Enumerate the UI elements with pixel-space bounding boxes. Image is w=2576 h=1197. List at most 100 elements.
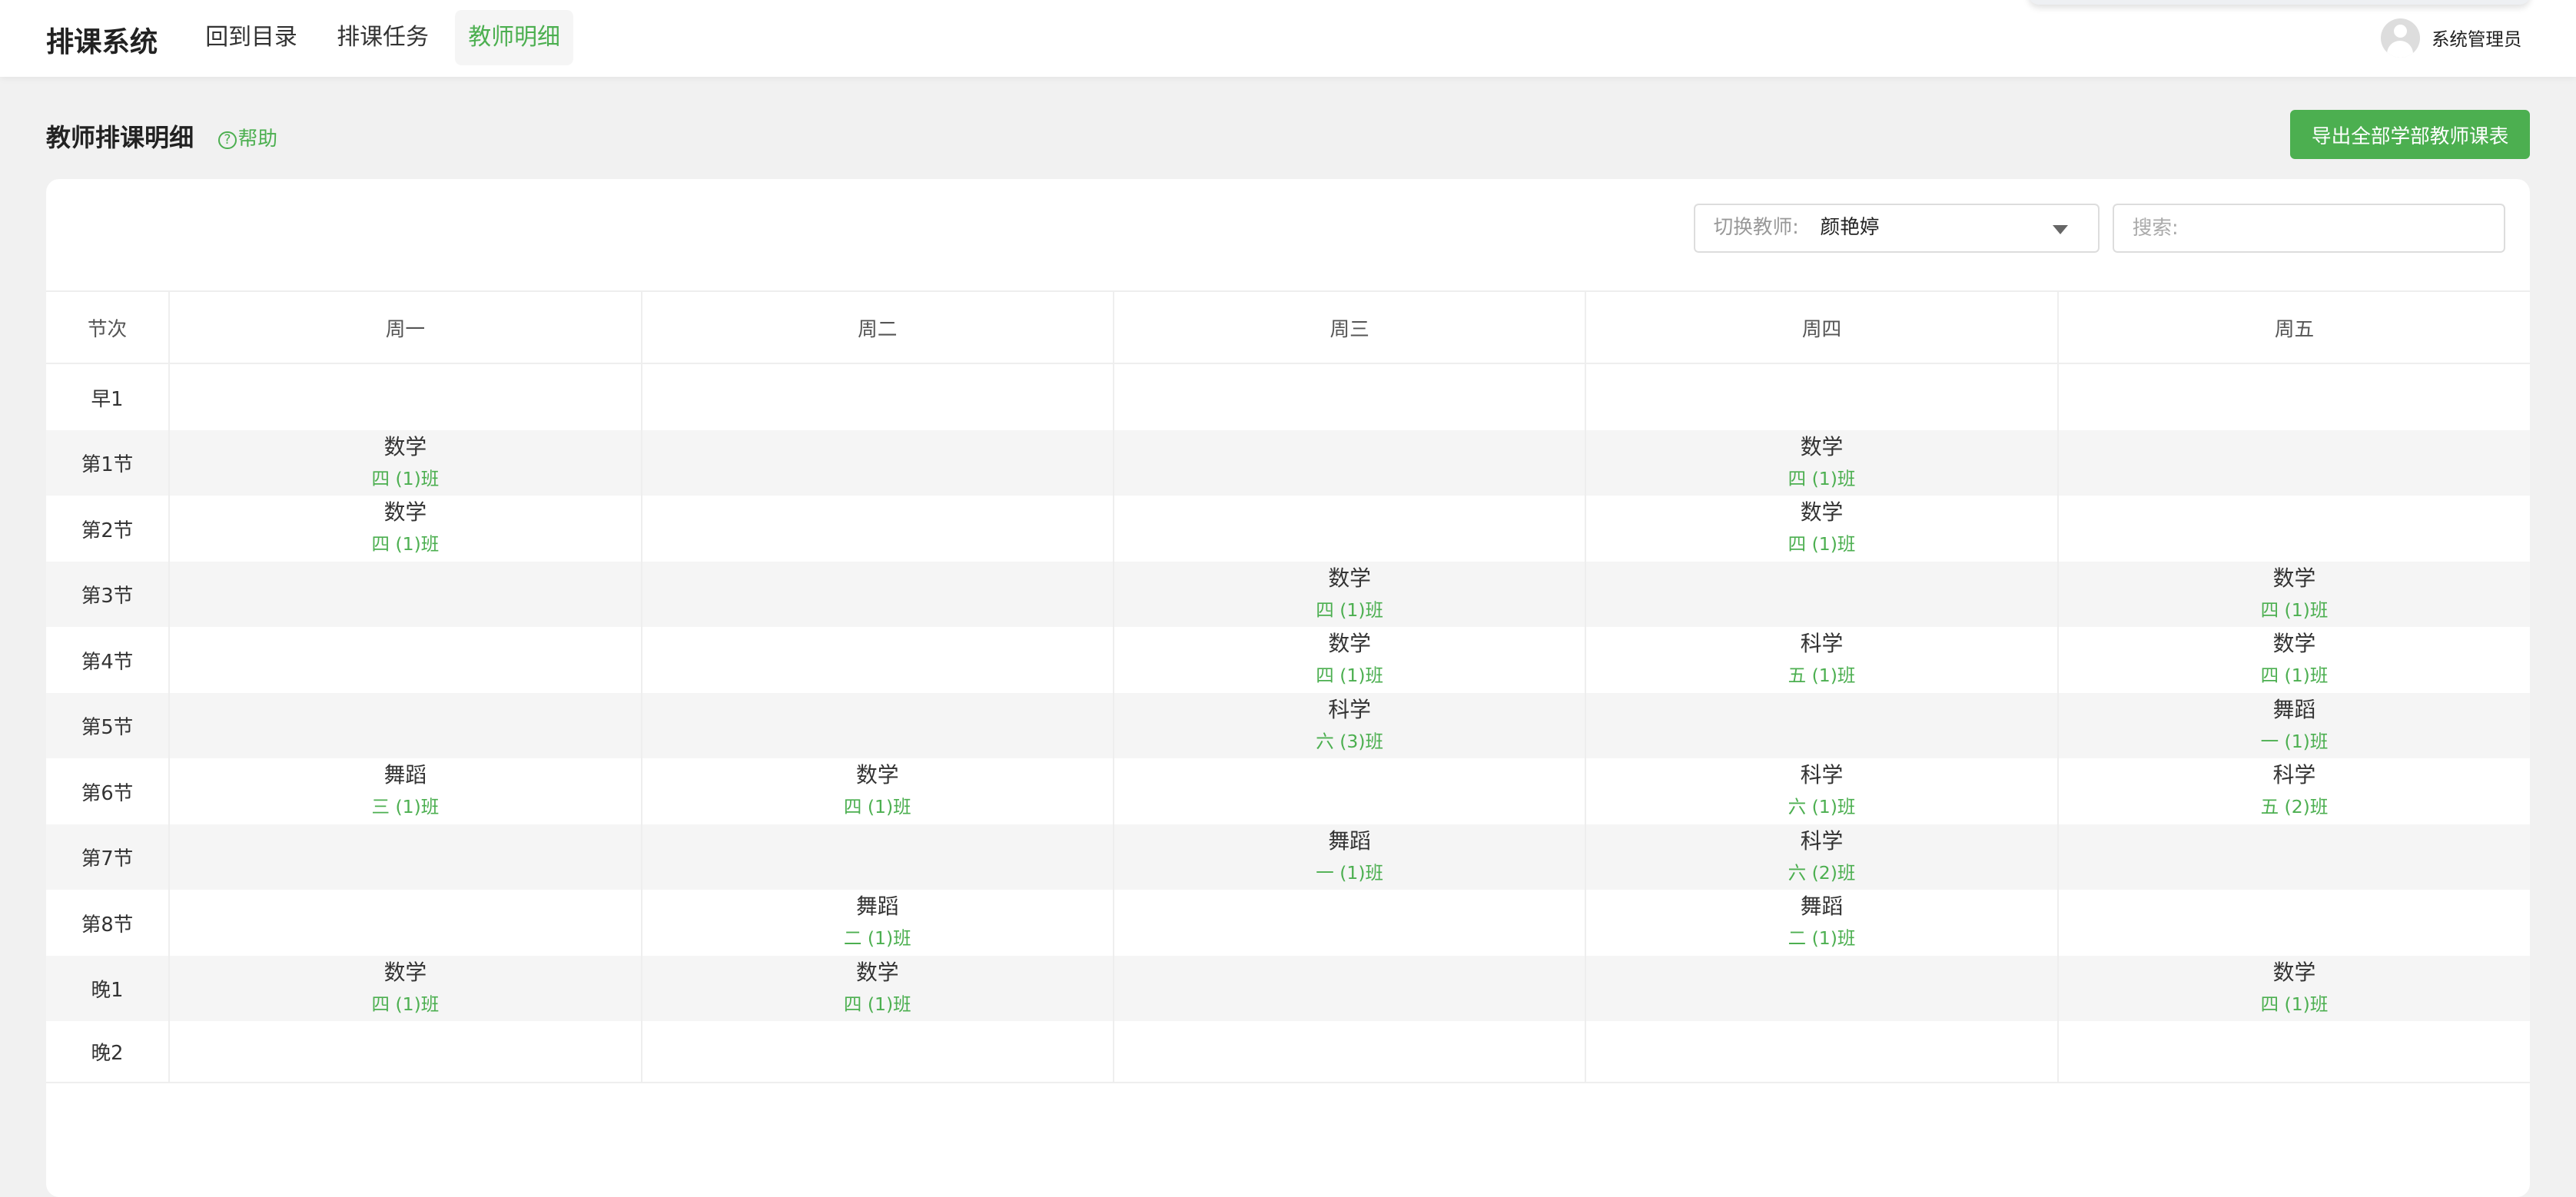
lesson-cell[interactable]: 科学五 (2)班 bbox=[2058, 758, 2530, 824]
empty-cell[interactable] bbox=[1113, 1021, 1587, 1084]
lesson-subject: 数学 bbox=[855, 762, 899, 788]
period-cell: 第3节 bbox=[45, 561, 171, 628]
lesson-class: 四 (1)班 bbox=[1788, 533, 1856, 555]
empty-cell[interactable] bbox=[2058, 890, 2530, 956]
lesson-class: 一 (1)班 bbox=[2260, 730, 2329, 752]
empty-cell[interactable] bbox=[641, 561, 1114, 628]
lesson-cell[interactable]: 数学四 (1)班 bbox=[2057, 955, 2531, 1022]
lesson-class: 四 (1)班 bbox=[2260, 665, 2329, 687]
table-row: 第5节 科学六 (3)班 舞蹈一 (1)班 bbox=[45, 692, 2531, 759]
period-header: 节次 bbox=[45, 290, 171, 365]
lesson-cell[interactable]: 数学四 (1)班 bbox=[169, 955, 642, 1022]
empty-cell[interactable] bbox=[1113, 496, 1587, 562]
lesson-cell[interactable]: 数学四 (1)班 bbox=[169, 496, 642, 562]
empty-cell[interactable] bbox=[169, 363, 642, 430]
lesson-cell[interactable]: 科学六 (1)班 bbox=[1585, 758, 2059, 824]
lesson-class: 四 (1)班 bbox=[2260, 993, 2329, 1015]
empty-cell[interactable] bbox=[641, 627, 1114, 693]
lesson-class: 四 (1)班 bbox=[1316, 665, 1384, 687]
teacher-select[interactable]: 切换教师: 颜艳婷 bbox=[1694, 204, 2100, 253]
lesson-cell[interactable]: 舞蹈一 (1)班 bbox=[1113, 824, 1587, 890]
lesson-cell[interactable]: 数学四 (1)班 bbox=[1113, 627, 1587, 693]
lesson-subject: 数学 bbox=[383, 959, 427, 985]
empty-cell[interactable] bbox=[1113, 758, 1587, 824]
table-row: 第7节 舞蹈一 (1)班 科学六 (2)班 bbox=[45, 824, 2531, 890]
empty-cell[interactable] bbox=[1585, 363, 2059, 430]
caret-down-icon bbox=[2053, 224, 2069, 234]
lesson-class: 五 (2)班 bbox=[2260, 796, 2329, 818]
app-title: 排课系统 bbox=[45, 25, 158, 58]
empty-cell[interactable] bbox=[641, 824, 1114, 890]
lesson-class: 四 (1)班 bbox=[371, 993, 440, 1015]
empty-cell[interactable] bbox=[1585, 561, 2059, 628]
nav-scheduling-tasks[interactable]: 排课任务 bbox=[337, 23, 429, 51]
empty-cell[interactable] bbox=[641, 429, 1114, 496]
lesson-subject: 科学 bbox=[1800, 631, 1844, 657]
lesson-cell[interactable]: 舞蹈二 (1)班 bbox=[1585, 890, 2059, 956]
lesson-subject: 舞蹈 bbox=[2272, 696, 2316, 722]
empty-cell[interactable] bbox=[641, 692, 1114, 759]
empty-cell[interactable] bbox=[1113, 429, 1587, 496]
lesson-cell[interactable]: 数学四 (1)班 bbox=[1585, 496, 2059, 562]
lesson-cell[interactable]: 舞蹈一 (1)班 bbox=[2057, 692, 2531, 759]
lesson-class: 六 (3)班 bbox=[1316, 730, 1384, 752]
empty-cell[interactable] bbox=[169, 627, 642, 693]
lesson-cell[interactable]: 数学四 (1)班 bbox=[641, 758, 1114, 824]
lesson-cell[interactable]: 舞蹈二 (1)班 bbox=[641, 890, 1114, 956]
user-avatar-icon[interactable] bbox=[2380, 18, 2420, 58]
lesson-cell[interactable]: 舞蹈三 (1)班 bbox=[169, 758, 642, 824]
lesson-subject: 数学 bbox=[2272, 631, 2316, 657]
empty-cell[interactable] bbox=[2057, 1021, 2531, 1084]
lesson-class: 五 (1)班 bbox=[1788, 665, 1856, 687]
lesson-subject: 舞蹈 bbox=[1800, 894, 1844, 920]
empty-cell[interactable] bbox=[1113, 955, 1587, 1022]
lesson-class: 四 (1)班 bbox=[1788, 467, 1856, 489]
empty-cell[interactable] bbox=[1113, 363, 1587, 430]
lesson-subject: 科学 bbox=[2272, 762, 2316, 788]
empty-cell[interactable] bbox=[169, 561, 642, 628]
empty-cell[interactable] bbox=[169, 1021, 642, 1084]
lesson-cell[interactable]: 科学六 (2)班 bbox=[1585, 824, 2059, 890]
help-link[interactable]: ? 帮助 bbox=[218, 123, 277, 151]
lesson-cell[interactable]: 数学四 (1)班 bbox=[641, 955, 1114, 1022]
empty-cell[interactable] bbox=[169, 824, 642, 890]
empty-cell[interactable] bbox=[2058, 363, 2530, 430]
lesson-cell[interactable]: 科学五 (1)班 bbox=[1585, 627, 2059, 693]
lesson-class: 四 (1)班 bbox=[843, 796, 911, 818]
nav-teacher-details[interactable]: 教师明细 bbox=[455, 9, 573, 66]
lesson-class: 四 (1)班 bbox=[1316, 598, 1384, 621]
teacher-select-value: 颜艳婷 bbox=[1820, 216, 1880, 240]
lesson-cell[interactable]: 数学四 (1)班 bbox=[2058, 627, 2530, 693]
period-cell: 早1 bbox=[45, 363, 171, 430]
empty-cell[interactable] bbox=[1585, 692, 2059, 759]
empty-cell[interactable] bbox=[641, 1021, 1114, 1084]
empty-cell[interactable] bbox=[1113, 890, 1587, 956]
empty-cell[interactable] bbox=[1585, 1021, 2059, 1084]
nav-back-to-catalog[interactable]: 回到目录 bbox=[205, 23, 297, 51]
empty-cell[interactable] bbox=[641, 363, 1114, 430]
lesson-cell[interactable]: 科学六 (3)班 bbox=[1113, 692, 1587, 759]
empty-cell[interactable] bbox=[641, 496, 1114, 562]
period-cell: 第2节 bbox=[45, 496, 171, 562]
timetable-header-row: 节次 周一 周二 周三 周四 周五 bbox=[45, 290, 2531, 365]
empty-cell[interactable] bbox=[169, 692, 642, 759]
empty-cell[interactable] bbox=[169, 890, 642, 956]
help-label: 帮助 bbox=[237, 128, 277, 151]
user-name[interactable]: 系统管理员 bbox=[2431, 28, 2522, 51]
lesson-class: 一 (1)班 bbox=[1316, 861, 1384, 884]
search-input[interactable] bbox=[2113, 204, 2506, 254]
empty-cell[interactable] bbox=[2057, 824, 2531, 890]
lesson-cell[interactable]: 数学四 (1)班 bbox=[1113, 561, 1587, 628]
empty-cell[interactable] bbox=[2057, 429, 2531, 496]
table-row: 晚2 bbox=[45, 1021, 2531, 1084]
export-all-timetables-button[interactable]: 导出全部学部教师课表 bbox=[2290, 110, 2531, 160]
lesson-cell[interactable]: 数学四 (1)班 bbox=[169, 429, 642, 496]
period-cell: 第5节 bbox=[45, 692, 171, 759]
lesson-cell[interactable]: 数学四 (1)班 bbox=[1585, 429, 2059, 496]
period-cell: 晚2 bbox=[45, 1021, 171, 1084]
lesson-cell[interactable]: 数学四 (1)班 bbox=[2057, 561, 2531, 628]
lesson-class: 四 (1)班 bbox=[2260, 598, 2329, 621]
lesson-subject: 数学 bbox=[855, 959, 899, 985]
empty-cell[interactable] bbox=[1585, 955, 2059, 1022]
empty-cell[interactable] bbox=[2058, 496, 2530, 562]
